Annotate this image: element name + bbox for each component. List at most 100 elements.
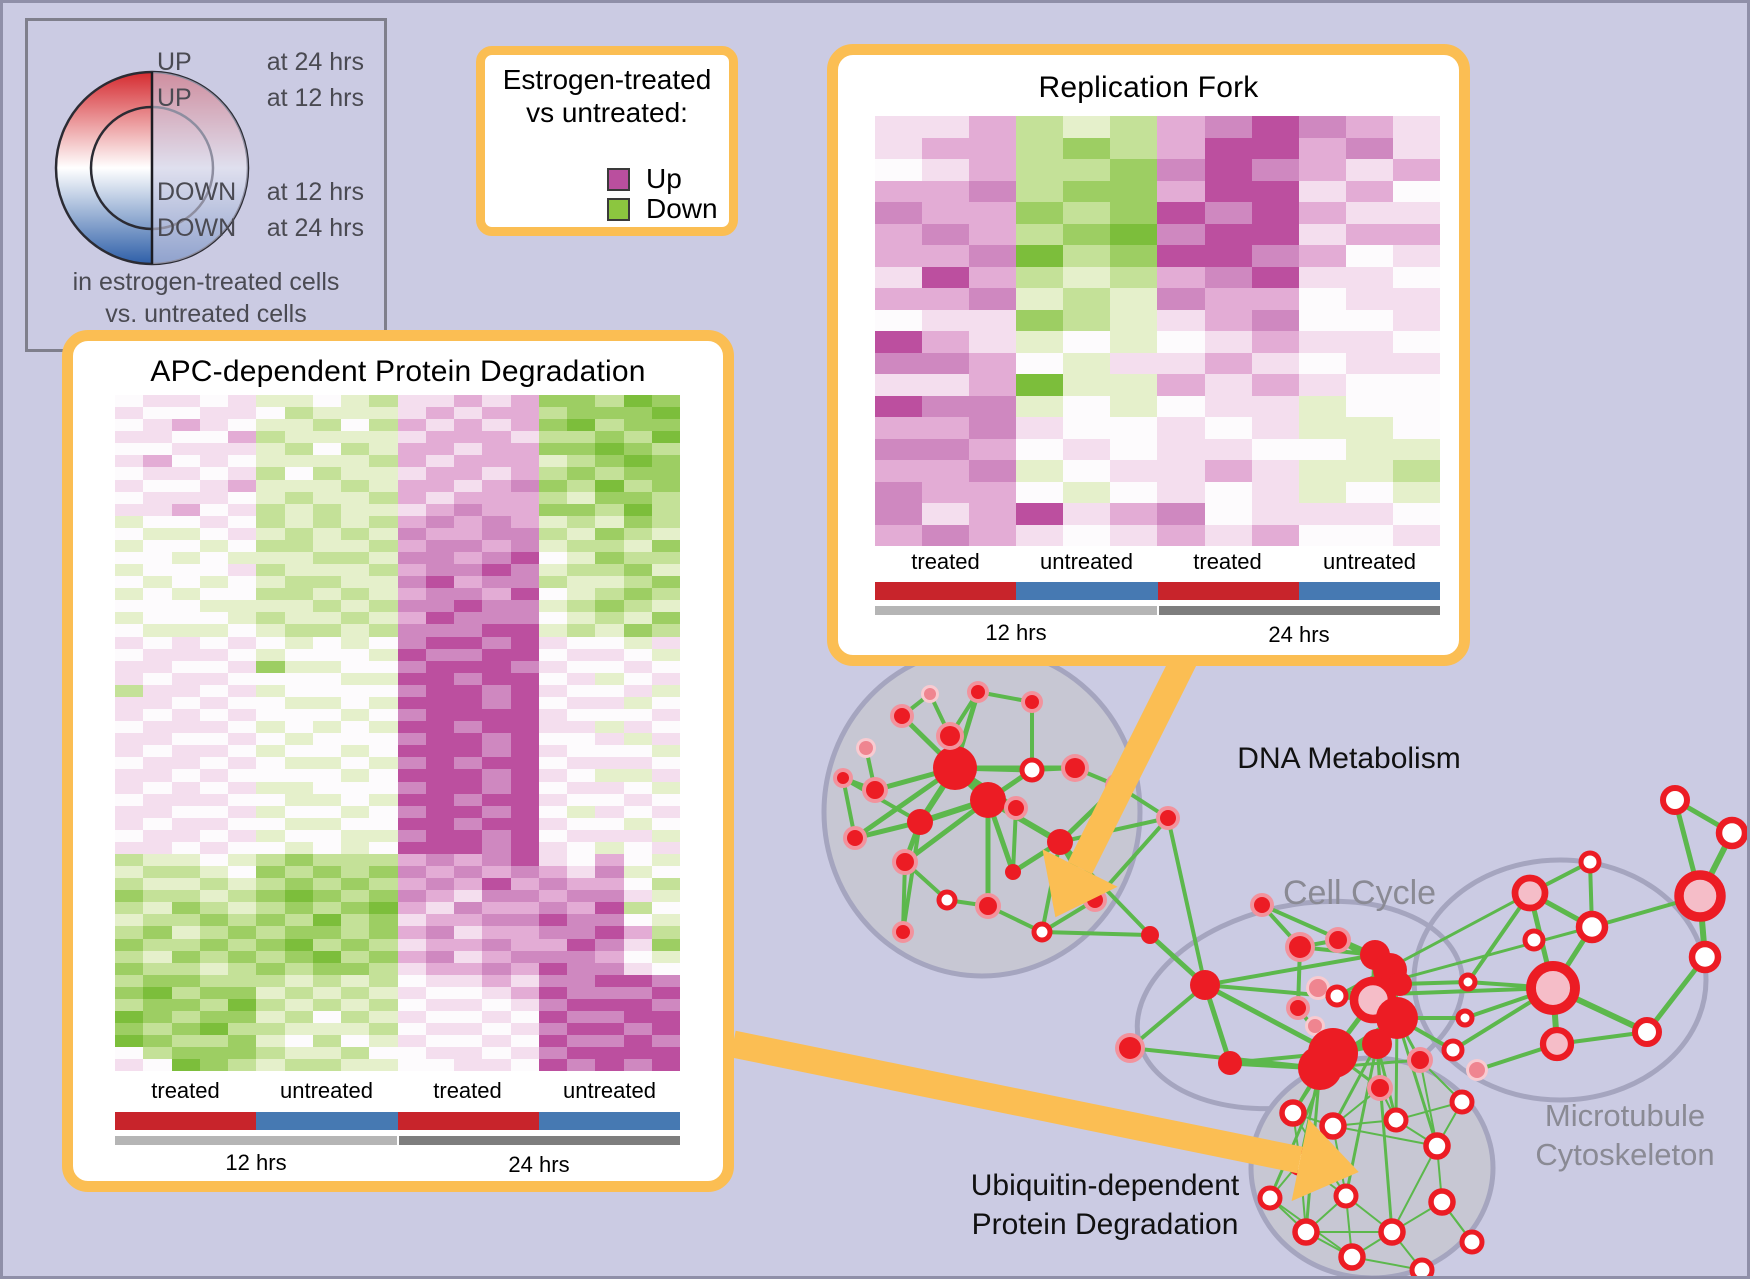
ring-time-up-12: at 12 hrs [266, 84, 364, 112]
heatmap-cell [510, 878, 539, 891]
heatmap-cell [482, 612, 511, 625]
heatmap-cell [482, 636, 511, 649]
heatmap-cell [538, 902, 567, 915]
heatmap-cell [199, 576, 228, 589]
heatmap-cell [875, 116, 923, 138]
heatmap-cell [538, 600, 567, 613]
heatmap-cell [256, 1047, 285, 1060]
rf-time-label-12: 12 hrs [985, 620, 1047, 645]
heatmap-cell [312, 515, 341, 528]
heatmap-row [115, 419, 680, 432]
heatmap-row [115, 1035, 680, 1048]
heatmap-cell [369, 491, 398, 504]
heatmap-cell [341, 902, 370, 915]
heatmap-row [875, 374, 1440, 396]
heatmap-cell [454, 395, 483, 408]
heatmap-cell [228, 709, 257, 722]
heatmap-cell [595, 491, 624, 504]
gene-node-open [936, 889, 958, 911]
heatmap-cell [595, 407, 624, 420]
heatmap-cell [228, 648, 257, 661]
heatmap-cell [171, 576, 200, 589]
heatmap-cell [651, 805, 680, 818]
heatmap-cell [284, 781, 313, 794]
heatmap-cell [623, 1035, 652, 1048]
heatmap-cell [425, 455, 454, 468]
heatmap-cell [595, 612, 624, 625]
heatmap-cell [256, 455, 285, 468]
heatmap-cell [454, 419, 483, 432]
heatmap-cell [284, 950, 313, 963]
heatmap-cell [143, 1059, 172, 1072]
heatmap-cell [199, 612, 228, 625]
heatmap-cell [1345, 481, 1393, 503]
heatmap-cell [115, 938, 144, 951]
heatmap-cell [567, 636, 596, 649]
heatmap-cell [482, 491, 511, 504]
heatmap-row [115, 926, 680, 939]
heatmap-cell [1204, 417, 1252, 439]
heatmap-cell [1392, 159, 1440, 181]
heatmap-cell [425, 1059, 454, 1072]
heatmap-cell [143, 890, 172, 903]
heatmap-cell [454, 624, 483, 637]
heatmap-cell [312, 636, 341, 649]
heatmap-cell [312, 1059, 341, 1072]
heatmap-row [115, 866, 680, 879]
heatmap-row [875, 116, 1440, 138]
heatmap-cell [1251, 137, 1299, 159]
heatmap-cell [1016, 460, 1064, 482]
heatmap-cell [482, 1035, 511, 1048]
heatmap-row [115, 781, 680, 794]
heatmap-cell [875, 460, 923, 482]
heatmap-row [115, 636, 680, 649]
heatmap-row [115, 793, 680, 806]
heatmap-cell [425, 829, 454, 842]
heatmap-row [115, 962, 680, 975]
heatmap-cell [171, 914, 200, 927]
heatmap-cell [875, 438, 923, 460]
heatmap-cell [1298, 417, 1346, 439]
heatmap-cell [1110, 524, 1158, 546]
heatmap-cell [1204, 524, 1252, 546]
heatmap-cell [284, 467, 313, 480]
heatmap-cell [651, 467, 680, 480]
heatmap-cell [595, 841, 624, 854]
heatmap-cell [199, 866, 228, 879]
heatmap-cell [425, 467, 454, 480]
heatmap-cell [538, 552, 567, 565]
heatmap-cell [510, 781, 539, 794]
heatmap-cell [397, 600, 426, 613]
heatmap-cell [199, 648, 228, 661]
heatmap-cell [567, 539, 596, 553]
heatmap-cell [143, 515, 172, 528]
heatmap-cell [199, 443, 228, 456]
heatmap-cell [369, 648, 398, 661]
heatmap-cell [228, 684, 257, 697]
heatmap-cell [510, 974, 539, 987]
heatmap-cell [256, 938, 285, 951]
heatmap-cell [1157, 245, 1205, 267]
heatmap-cell [538, 660, 567, 673]
heatmap-cell [567, 431, 596, 444]
heatmap-cell [454, 600, 483, 613]
network-edge [1395, 1016, 1439, 1148]
heatmap-cell [228, 721, 257, 734]
heatmap-cell [454, 962, 483, 975]
apc-bar-12hrs [115, 1136, 397, 1145]
heatmap-cell [312, 841, 341, 854]
heatmap-cell [1063, 352, 1111, 374]
heatmap-row [115, 974, 680, 987]
heatmap-cell [454, 660, 483, 673]
heatmap-cell [623, 660, 652, 673]
heatmap-cell [1204, 503, 1252, 525]
heatmap-cell [454, 588, 483, 601]
heatmap-cell [143, 431, 172, 444]
heatmap-cell [425, 962, 454, 975]
heatmap-cell [228, 817, 257, 830]
heatmap-cell [143, 914, 172, 927]
heatmap-cell [312, 443, 341, 456]
heatmap-cell [922, 524, 970, 546]
heatmap-cell [567, 926, 596, 939]
